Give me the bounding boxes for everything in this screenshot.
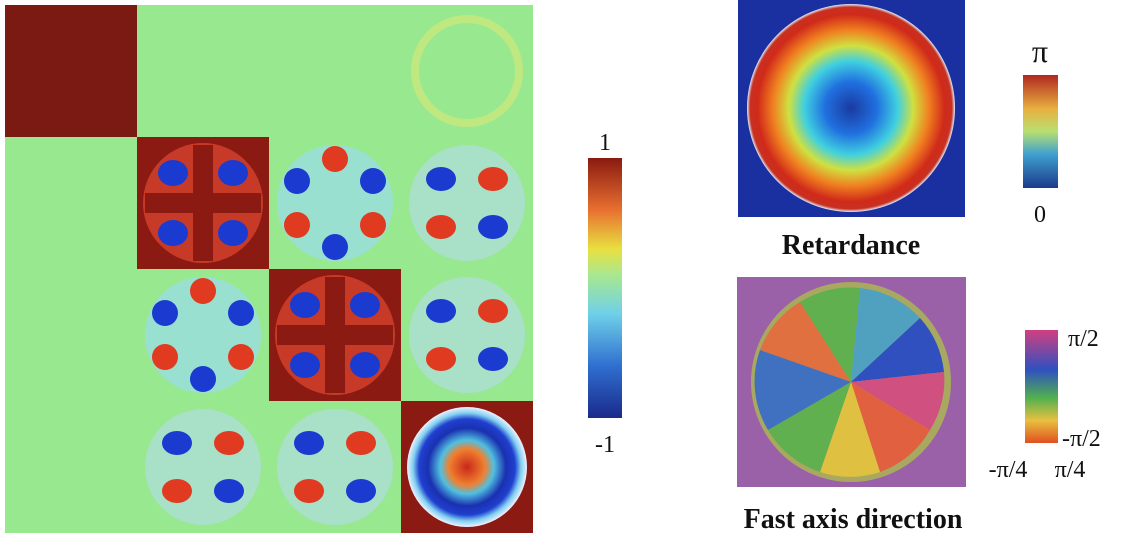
fast-axis-title: Fast axis direction bbox=[744, 504, 963, 535]
fast-axis-image bbox=[737, 277, 966, 487]
angle-label: π/4 bbox=[1055, 457, 1086, 483]
retardance-colorbar bbox=[1023, 75, 1058, 188]
fast-axis-min: -π/2 bbox=[1062, 426, 1101, 452]
retardance-min: 0 bbox=[1034, 202, 1046, 228]
retardance-disk bbox=[747, 4, 955, 212]
fast-axis-colorbar bbox=[1025, 330, 1058, 443]
mueller-matrix bbox=[5, 5, 533, 533]
colorbar bbox=[588, 158, 622, 418]
figure: 1 -1 π 0 Retardance π/2 -π/2 -π/4 π/4 Fa… bbox=[0, 0, 1125, 540]
colorbar-min: -1 bbox=[595, 432, 615, 458]
angle-label: -π/4 bbox=[989, 457, 1028, 483]
retardance-max: π bbox=[1032, 33, 1048, 69]
retardance-title: Retardance bbox=[782, 230, 920, 261]
fast-axis-max: π/2 bbox=[1068, 326, 1099, 352]
colorbar-max: 1 bbox=[599, 130, 611, 156]
